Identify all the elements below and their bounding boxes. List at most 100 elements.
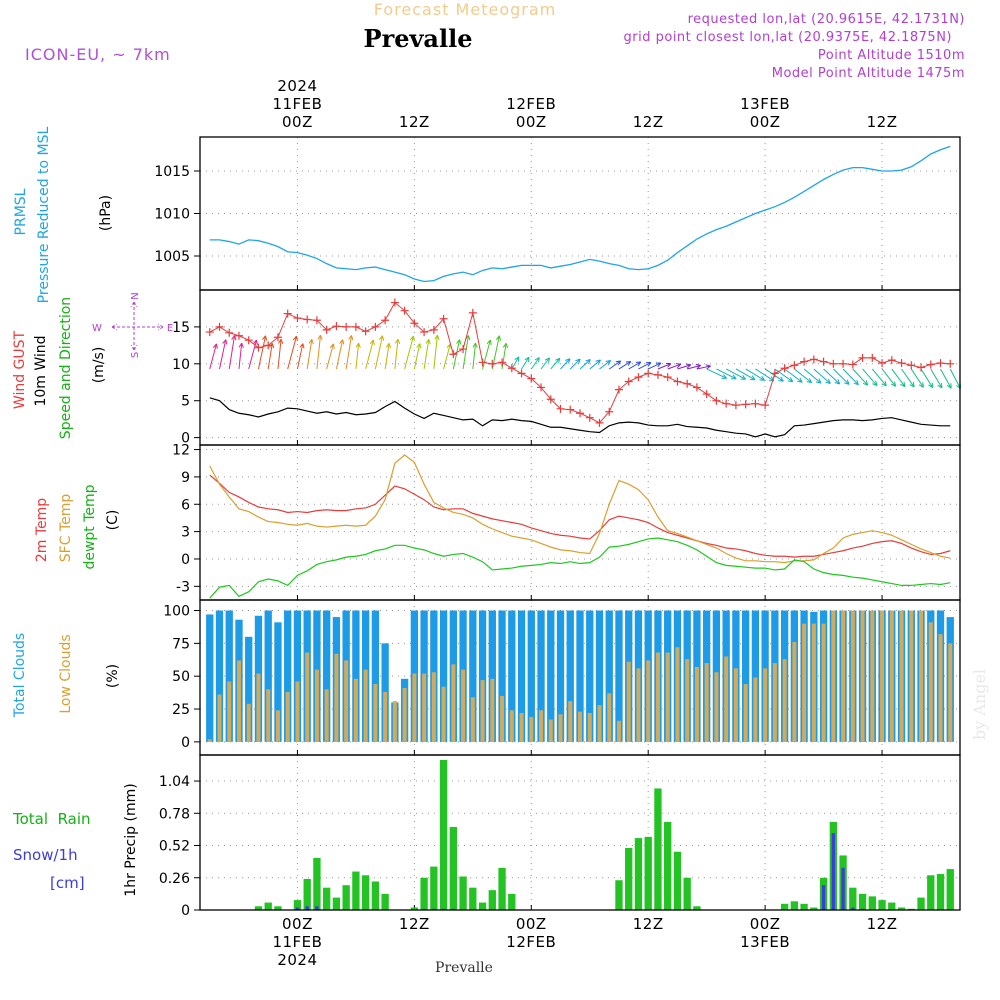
low-cloud-bar bbox=[412, 673, 417, 742]
low-cloud-bar bbox=[461, 669, 466, 742]
gust-point bbox=[722, 399, 731, 408]
wind-arrow-head bbox=[909, 381, 915, 388]
gust-point bbox=[478, 358, 487, 367]
low-cloud-bar bbox=[597, 705, 602, 742]
low-cloud-bar bbox=[344, 660, 349, 742]
wind-arrow bbox=[881, 368, 896, 387]
wind-arrow bbox=[901, 368, 915, 388]
clouds-ytick-label: 25 bbox=[172, 702, 190, 718]
compass-north: N bbox=[130, 292, 141, 299]
rain-bar bbox=[917, 897, 925, 910]
wind-arrow bbox=[277, 339, 282, 370]
gust-point bbox=[527, 374, 536, 383]
rain-bar bbox=[625, 848, 633, 910]
low-cloud-bar bbox=[850, 610, 855, 742]
total-cloud-bar bbox=[566, 610, 574, 742]
low-cloud-bar bbox=[431, 672, 436, 742]
gust-point bbox=[780, 364, 789, 373]
total-cloud-bar bbox=[264, 610, 272, 742]
model-altitude: Model Point Altitude 1475m bbox=[772, 66, 965, 81]
rain-bar bbox=[332, 897, 341, 910]
low-cloud-bar bbox=[236, 660, 241, 742]
wind-arrow bbox=[696, 365, 711, 370]
wind-arrow-head bbox=[585, 359, 591, 365]
wind-arrow-head bbox=[425, 339, 431, 345]
low-cloud-bar bbox=[519, 712, 524, 742]
gust-point bbox=[322, 325, 331, 334]
wind-arrow bbox=[296, 343, 304, 370]
wind-arrow bbox=[443, 343, 451, 370]
wind-arrow-head bbox=[890, 381, 897, 387]
gust-point bbox=[624, 377, 633, 386]
wind-arrow-head bbox=[514, 356, 520, 362]
wind-arrow bbox=[404, 336, 414, 370]
wind-arrow-head bbox=[825, 378, 831, 385]
low-cloud-bar bbox=[763, 668, 768, 742]
wind-arrow bbox=[891, 368, 906, 387]
gust-point bbox=[342, 322, 351, 331]
rain-bar bbox=[849, 887, 857, 910]
wind-arrow bbox=[803, 368, 822, 384]
wind-arrow bbox=[657, 363, 672, 370]
rain-bar bbox=[254, 906, 263, 910]
temp-labels: 2m Temp SFC Temp dewpt Temp (C) bbox=[34, 484, 121, 569]
wind-arrow bbox=[540, 357, 550, 370]
low-cloud-bar bbox=[899, 610, 904, 742]
wind-arrow-head bbox=[834, 379, 841, 385]
rain-bar bbox=[868, 896, 876, 910]
wind-arrow-head bbox=[695, 363, 702, 369]
footer-location: Prevalle bbox=[435, 960, 493, 976]
low-cloud-bar bbox=[529, 716, 534, 742]
time-label-top: 2024 bbox=[277, 77, 317, 95]
gust-point bbox=[848, 360, 857, 369]
low-cloud-bar bbox=[548, 719, 553, 742]
wind-arrow bbox=[413, 343, 421, 370]
wind-labels: Wind GUST 10m Wind Speed and Direction (… bbox=[12, 292, 173, 439]
rain-bar bbox=[897, 907, 906, 910]
total-cloud-bar bbox=[352, 610, 360, 742]
low-cloud-bar bbox=[383, 691, 388, 742]
clouds-ytick-label: 0 bbox=[181, 735, 190, 751]
gust-point bbox=[273, 333, 282, 342]
snow-bar bbox=[295, 907, 300, 910]
low-cloud-bar bbox=[334, 653, 339, 742]
wind-arrow-head bbox=[615, 360, 622, 366]
wind-arrow-head bbox=[278, 338, 284, 345]
wind-arrow bbox=[267, 343, 273, 370]
rain-bar bbox=[634, 838, 643, 910]
gust-point bbox=[361, 327, 370, 336]
wind-arrow bbox=[716, 368, 737, 380]
gust-point bbox=[312, 316, 321, 325]
wind-arrow bbox=[794, 368, 812, 384]
wind-arrow bbox=[326, 343, 334, 370]
time-label-top: 13FEB bbox=[740, 95, 790, 113]
snow-bar bbox=[305, 906, 309, 910]
low-cloud-bar bbox=[568, 701, 573, 742]
gust-point bbox=[741, 400, 750, 409]
sfc-temp-line bbox=[209, 454, 951, 564]
rain-bar bbox=[936, 874, 945, 910]
dewpt-label: dewpt Temp bbox=[82, 484, 98, 569]
wind-arrow-head bbox=[456, 339, 462, 345]
wind-arrow-head bbox=[317, 334, 323, 341]
gust-label: Wind GUST bbox=[12, 330, 28, 409]
wind-arrow-head bbox=[918, 382, 924, 388]
time-label-bottom: 2024 bbox=[277, 951, 317, 969]
time-label-top: 12FEB bbox=[506, 95, 556, 113]
low-cloud-bar bbox=[441, 686, 446, 742]
wind-arrow-head bbox=[416, 343, 422, 349]
low-cloud-bar bbox=[870, 610, 875, 742]
point-altitude: Point Altitude 1510m bbox=[818, 48, 965, 63]
total-cloud-bar bbox=[371, 610, 380, 742]
rain-bar bbox=[673, 851, 682, 910]
gust-point bbox=[663, 373, 672, 382]
wind-ytick-label: 5 bbox=[181, 394, 190, 410]
wind-arrow bbox=[628, 361, 642, 370]
wind-arrow-head bbox=[355, 342, 361, 348]
gust-point bbox=[897, 359, 906, 368]
wind-arrow bbox=[823, 368, 841, 385]
time-label-bottom: 13FEB bbox=[740, 933, 790, 951]
wind-arrow bbox=[589, 359, 601, 370]
wind-arrow bbox=[433, 335, 438, 370]
wind-arrow bbox=[832, 368, 850, 385]
